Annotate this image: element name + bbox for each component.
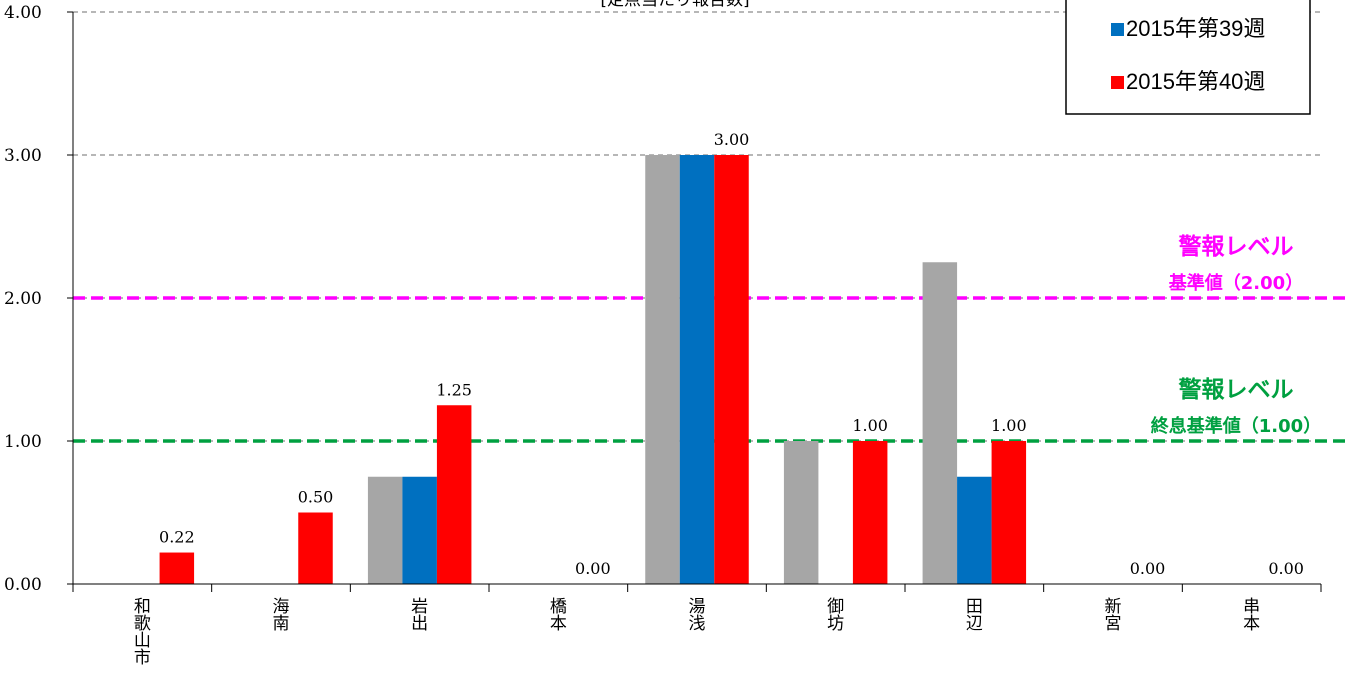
data-label: 1.00 xyxy=(852,416,888,435)
reference-label-value: 終息基準値（1.00） xyxy=(1151,415,1321,437)
bar-blue xyxy=(679,155,715,584)
x-tick-label: 串本 xyxy=(1243,597,1260,634)
x-tick-label: 岩出 xyxy=(411,597,428,634)
y-tick-label: 4.00 xyxy=(4,3,42,23)
data-label: 1.25 xyxy=(436,380,472,399)
y-tick-label: 3.00 xyxy=(4,146,42,166)
axes: 0.00 1.00 2.00 3.00 4.00 和歌山市 海南 岩出 橋本 湯浅 御坊 田辺 新宮 串本 xyxy=(4,3,1322,668)
reference-label-title: 警報レベル xyxy=(1179,376,1294,403)
bar-red xyxy=(852,441,888,584)
x-tick-label: 御坊 xyxy=(827,597,844,634)
x-tick-label: 湯浅 xyxy=(689,597,706,634)
data-label: 0.00 xyxy=(1130,559,1166,578)
bar-blue xyxy=(957,476,992,584)
bar-red xyxy=(298,512,333,584)
x-tick-label: 田辺 xyxy=(966,597,983,634)
x-tick-label: 和歌山市 xyxy=(134,597,151,668)
bar-gray xyxy=(367,476,403,584)
legend-swatch xyxy=(1111,76,1124,89)
legend-box xyxy=(1065,0,1311,115)
bar-red xyxy=(159,552,195,584)
data-label: 0.00 xyxy=(575,559,611,578)
bar-red xyxy=(991,441,1027,584)
bar-gray xyxy=(783,441,819,584)
x-tick-label: 新宮 xyxy=(1105,597,1122,634)
data-label: 0.00 xyxy=(1268,559,1304,578)
y-tick-label: 1.00 xyxy=(4,432,42,452)
bar-red xyxy=(436,405,472,584)
bar-gray xyxy=(645,155,680,584)
bar-red xyxy=(714,155,749,584)
y-tick-label: 0.00 xyxy=(4,575,42,595)
bar-blue xyxy=(402,476,437,584)
chart-title: [定点当たり報告数] xyxy=(600,0,749,10)
legend-label: 2015年第39週 xyxy=(1126,16,1265,41)
data-label: 1.00 xyxy=(991,416,1027,435)
data-label: 0.50 xyxy=(298,488,334,507)
legend: 2015年第39週 2015年第40週 xyxy=(1065,0,1311,115)
reference-label-value: 基準値（2.00） xyxy=(1168,272,1303,294)
legend-swatch xyxy=(1111,23,1124,36)
bar-gray xyxy=(922,262,958,584)
data-labels: 0.22 0.50 1.25 0.00 3.00 1.00 1.00 0.00 0.00 xyxy=(159,130,1304,578)
y-tick-label: 2.00 xyxy=(4,289,42,309)
bars xyxy=(159,155,1027,584)
x-tick-label: 橋本 xyxy=(550,597,567,634)
x-tick-label: 海南 xyxy=(273,597,290,634)
data-label: 0.22 xyxy=(159,528,195,547)
reference-label-title: 警報レベル xyxy=(1179,233,1294,260)
legend-label: 2015年第40週 xyxy=(1126,69,1265,94)
data-label: 3.00 xyxy=(714,130,750,149)
